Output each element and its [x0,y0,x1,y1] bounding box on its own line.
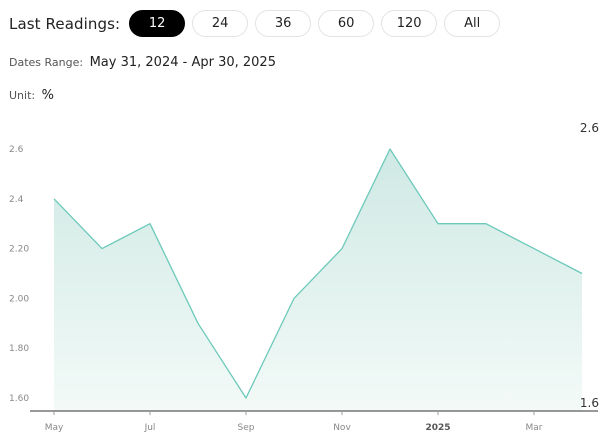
last-readings-label: Last Readings: [9,14,121,33]
unit-label: Unit: [9,89,36,102]
unit-info: Unit: % [9,88,54,103]
min-value-label: 1.6 [580,396,599,410]
x-tick-label: 2025 [425,423,450,433]
x-tick-label: Sep [238,423,255,433]
y-axis-ticks: 1.60 1.80 2.00 2.20 2.4 2.6 [9,145,29,404]
max-value-label: 2.6 [580,121,599,135]
y-tick-label: 2.6 [9,145,24,155]
x-tick-label: Nov [333,423,351,433]
dates-range-value: May 31, 2024 - Apr 30, 2025 [89,55,276,70]
y-tick-label: 2.20 [9,245,29,255]
y-tick-label: 1.80 [9,344,29,354]
readings-options: 12 24 36 60 120 All [129,10,501,37]
y-tick-label: 2.4 [9,195,24,205]
readings-option-60[interactable]: 60 [318,10,375,37]
readings-option-120[interactable]: 120 [381,10,438,37]
area-fill [54,149,582,411]
readings-option-36[interactable]: 36 [255,10,312,37]
unit-value: % [41,88,54,103]
y-tick-label: 2.00 [9,294,29,304]
y-tick-label: 1.60 [9,394,29,404]
x-tick-label: May [45,423,64,433]
readings-option-12[interactable]: 12 [129,10,186,37]
dates-range-label: Dates Range: [9,56,84,69]
x-tick-label: Jul [144,423,156,433]
x-axis-ticks: May Jul Sep Nov 2025 Mar [45,411,543,433]
series-line [53,148,583,399]
dates-range: Dates Range: May 31, 2024 - Apr 30, 2025 [9,55,276,70]
readings-option-all[interactable]: All [444,10,501,37]
readings-option-24[interactable]: 24 [192,10,249,37]
x-tick-label: Mar [526,423,543,433]
last-readings-bar: Last Readings: 12 24 36 60 120 All [9,10,501,37]
